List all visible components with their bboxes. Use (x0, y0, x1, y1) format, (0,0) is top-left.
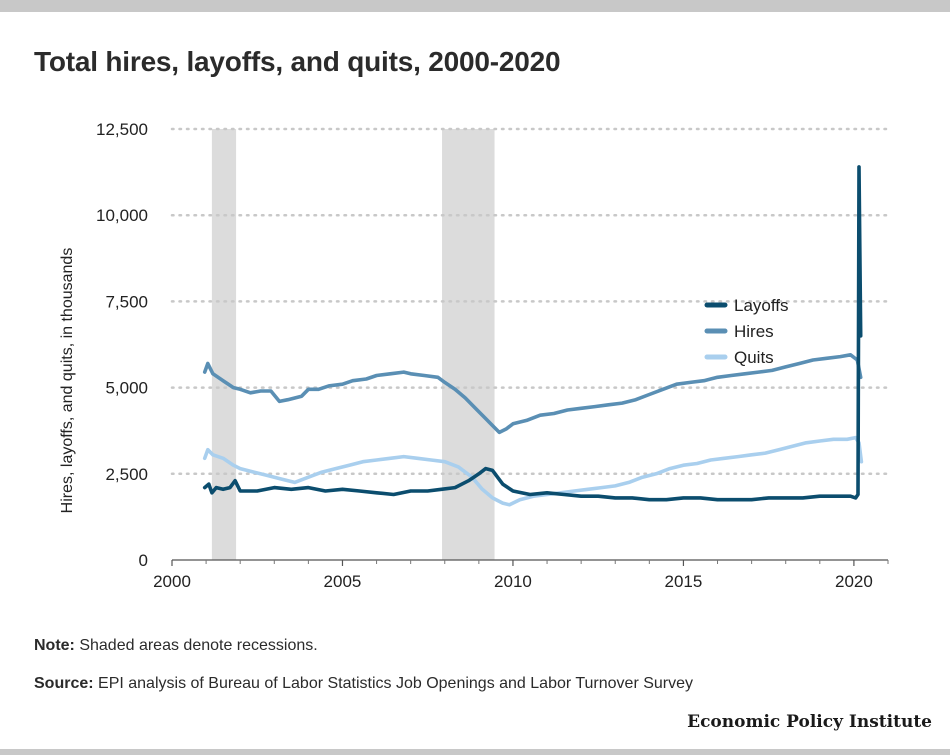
x-tick-label: 2000 (153, 572, 191, 591)
note-text: Shaded areas denote recessions. (74, 637, 318, 654)
y-tick-label: 0 (139, 551, 148, 570)
series-line-layoffs (202, 165, 863, 502)
y-tick-label: 10,000 (96, 206, 148, 225)
recession-band-2 (442, 129, 495, 560)
x-tick-label: 2015 (665, 572, 703, 591)
series-line-quits (202, 435, 864, 507)
y-tick-label: 2,500 (105, 465, 148, 484)
recession-band-1 (211, 129, 237, 560)
legend-label-quits: Quits (734, 348, 774, 367)
y-tick-label: 7,500 (105, 292, 148, 311)
chart-title: Total hires, layoffs, and quits, 2000-20… (34, 46, 561, 77)
source-text: EPI analysis of Bureau of Labor Statisti… (93, 675, 694, 692)
bottom-band (0, 749, 950, 755)
series-line-hires (202, 353, 863, 435)
epi-logo: Economic Policy Institute (687, 712, 932, 732)
chart-note: Note: Shaded areas denote recessions. (34, 637, 318, 655)
y-tick-label: 12,500 (96, 120, 148, 139)
line-chart: 0 2,500 5,000 7,500 10,000 12,500 2000 2005 2010… (59, 120, 890, 591)
x-tick-label: 2010 (494, 572, 532, 591)
chart-source: Source: EPI analysis of Bureau of Labor … (34, 675, 693, 693)
top-band (0, 0, 950, 12)
note-label: Note: (34, 637, 75, 654)
y-axis-label: Hires, layoffs, and quits, in thousands (59, 248, 76, 514)
x-tick-label: 2005 (324, 572, 362, 591)
x-tick-label: 2020 (835, 572, 873, 591)
source-label: Source: (34, 675, 94, 692)
y-tick-label: 5,000 (105, 379, 148, 398)
legend-label-layoffs: Layoffs (734, 296, 789, 315)
legend-label-hires: Hires (734, 322, 774, 341)
